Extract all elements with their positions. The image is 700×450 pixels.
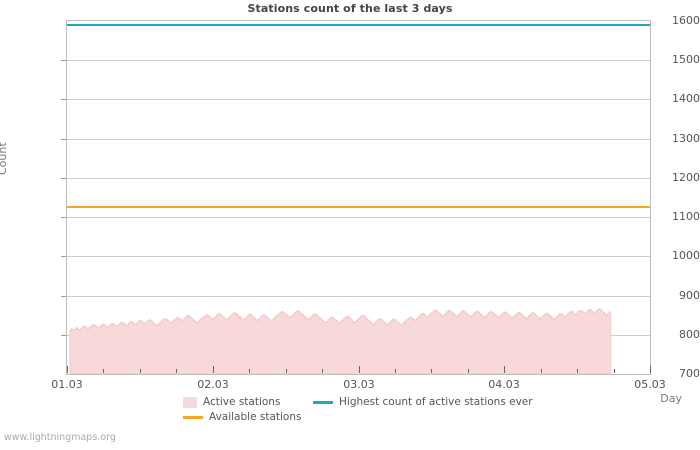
x-tick-minor — [395, 369, 396, 373]
x-tick-minor — [577, 369, 578, 373]
y-tick-mark-1500 — [61, 60, 66, 61]
y-tick-mark-1200 — [61, 178, 66, 179]
y-tick-mark-1400 — [61, 99, 66, 100]
highest-count-swatch — [313, 400, 333, 404]
x-tick-major-03.03 — [359, 366, 360, 373]
y-tick-mark-900 — [61, 296, 66, 297]
active-stations-area-path — [69, 308, 612, 374]
x-tick-major-05.03 — [650, 366, 651, 373]
x-tick-label-05.03: 05.03 — [634, 378, 666, 391]
plot-area — [66, 20, 651, 375]
x-tick-minor — [140, 369, 141, 373]
plot-clip — [67, 21, 650, 374]
available-stations-swatch — [183, 415, 203, 419]
site-watermark: www.lightningmaps.org — [4, 432, 116, 443]
x-tick-minor — [322, 369, 323, 373]
x-tick-label-02.03: 02.03 — [197, 378, 229, 391]
x-tick-minor — [614, 369, 615, 373]
gridline-1500 — [67, 60, 650, 61]
y-tick-label-700: 700 — [679, 367, 700, 380]
legend-row-bottom: Available stations — [183, 411, 653, 426]
x-tick-minor — [468, 369, 469, 373]
y-tick-label-1600: 1600 — [672, 14, 700, 27]
x-tick-minor — [541, 369, 542, 373]
chart-title: Stations count of the last 3 days — [247, 2, 453, 15]
x-tick-major-02.03 — [213, 366, 214, 373]
x-tick-minor — [431, 369, 432, 373]
gridline-900 — [67, 296, 650, 297]
x-tick-minor — [176, 369, 177, 373]
x-tick-minor — [249, 369, 250, 373]
x-axis-title: Day — [660, 392, 682, 405]
gridline-1100 — [67, 217, 650, 218]
y-axis-title: Count — [0, 142, 9, 175]
y-tick-label-1200: 1200 — [672, 171, 700, 184]
legend-item-active-stations: Active stations — [183, 396, 280, 408]
chart-legend: Active stations Highest count of active … — [183, 396, 653, 426]
y-tick-mark-800 — [61, 335, 66, 336]
y-tick-mark-1100 — [61, 217, 66, 218]
y-tick-label-1500: 1500 — [672, 53, 700, 66]
gridline-1200 — [67, 178, 650, 179]
x-tick-label-01.03: 01.03 — [51, 378, 83, 391]
gridline-1000 — [67, 256, 650, 257]
y-tick-label-1300: 1300 — [672, 132, 700, 145]
y-tick-label-1100: 1100 — [672, 210, 700, 223]
gridline-1300 — [67, 139, 650, 140]
legend-row-top: Active stations Highest count of active … — [183, 396, 653, 411]
x-tick-label-04.03: 04.03 — [488, 378, 520, 391]
y-tick-mark-1000 — [61, 256, 66, 257]
x-tick-label-03.03: 03.03 — [343, 378, 375, 391]
x-tick-major-01.03 — [67, 366, 68, 373]
y-tick-mark-1300 — [61, 139, 66, 140]
legend-label-highest-count: Highest count of active stations ever — [339, 396, 533, 408]
x-tick-minor — [286, 369, 287, 373]
threshold-line-1125 — [67, 206, 650, 209]
legend-item-highest-count: Highest count of active stations ever — [313, 396, 533, 408]
active-stations-swatch — [183, 396, 197, 408]
y-tick-label-1400: 1400 — [672, 92, 700, 105]
y-tick-label-800: 800 — [679, 328, 700, 341]
legend-item-available-stations: Available stations — [183, 411, 301, 423]
gridline-1400 — [67, 99, 650, 100]
y-tick-label-1000: 1000 — [672, 249, 700, 262]
x-tick-minor — [103, 369, 104, 373]
x-tick-major-04.03 — [504, 366, 505, 373]
legend-label-available-stations: Available stations — [209, 411, 302, 423]
y-tick-label-900: 900 — [679, 289, 700, 302]
threshold-line-1590 — [67, 23, 650, 26]
active-stations-area — [69, 308, 612, 374]
legend-label-active-stations: Active stations — [203, 396, 281, 408]
